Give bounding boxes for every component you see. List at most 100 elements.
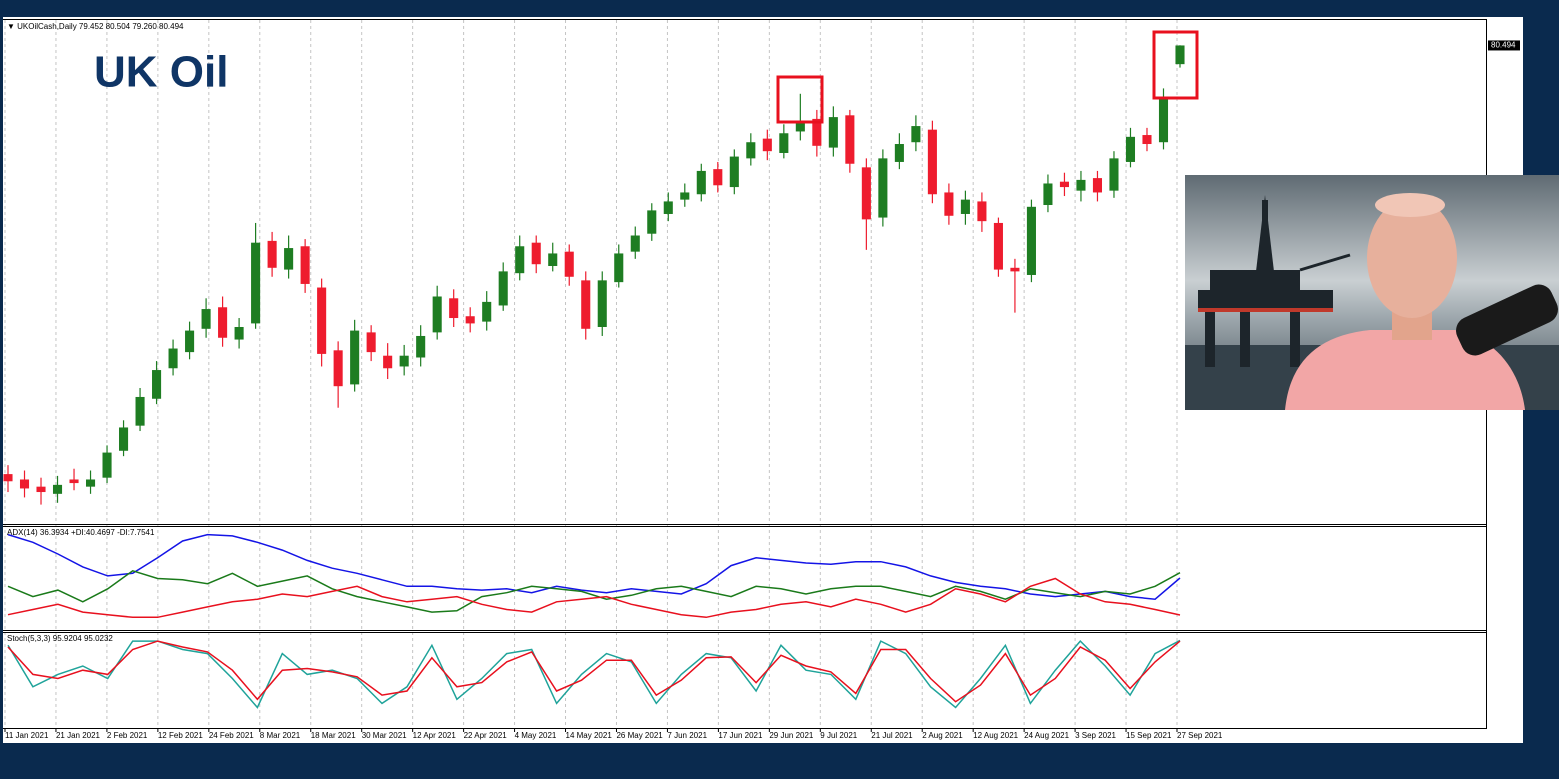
candle-body — [779, 133, 789, 153]
indicator-line — [7, 569, 1181, 613]
candle-body — [102, 452, 112, 478]
person-head — [1367, 198, 1457, 318]
x-tick-label: 29 Jun 2021 — [769, 731, 814, 740]
x-tick-label: 12 Apr 2021 — [413, 731, 457, 740]
price-tag — [1488, 40, 1520, 51]
candle-body — [284, 248, 294, 270]
candle-body — [482, 301, 492, 322]
candle-body — [1175, 45, 1185, 65]
candle-body — [812, 118, 822, 146]
rig-stripe — [1198, 308, 1333, 312]
x-tick-label: 21 Jul 2021 — [871, 731, 913, 740]
candle-body — [845, 115, 855, 164]
candle-body — [366, 332, 376, 353]
candle-body — [1158, 97, 1169, 143]
x-tick-label: 9 Jul 2021 — [820, 731, 857, 740]
candle-body — [218, 307, 228, 338]
oil-rig — [1198, 195, 1351, 367]
candle-body — [746, 142, 756, 159]
candle-body — [185, 330, 195, 353]
candle-body — [729, 156, 739, 188]
candle-body — [1109, 158, 1119, 191]
x-tick-label: 17 Jun 2021 — [718, 731, 763, 740]
candle-body — [85, 479, 96, 487]
candle-body — [1059, 181, 1069, 188]
candle-body — [1142, 135, 1152, 145]
x-tick-label: 11 Jan 2021 — [5, 731, 49, 740]
candle-body — [1076, 179, 1086, 191]
candle-body — [36, 486, 46, 493]
stoch-header: Stoch(5,3,3) 95.9204 95.0232 — [7, 634, 113, 643]
highlight-box — [776, 75, 824, 124]
candle-body — [465, 316, 475, 324]
candle-body — [432, 296, 442, 333]
candle-body — [878, 158, 888, 218]
candle-body — [416, 335, 426, 358]
candle-body — [251, 242, 261, 324]
x-tick-label: 2 Feb 2021 — [107, 731, 148, 740]
x-tick-label: 27 Sep 2021 — [1177, 731, 1223, 740]
candle-body — [52, 484, 63, 494]
x-tick-label: 2 Aug 2021 — [922, 731, 963, 740]
x-tick-label: 4 May 2021 — [515, 731, 557, 740]
candle-body — [119, 427, 129, 451]
x-tick-label: 24 Aug 2021 — [1024, 731, 1069, 740]
x-tick-label: 3 Sep 2021 — [1075, 731, 1116, 740]
indicator-line — [7, 577, 1181, 619]
candle-body — [1125, 136, 1136, 162]
x-tick-label: 21 Jan 2021 — [56, 731, 101, 740]
candle-body — [713, 169, 723, 186]
x-tick-label: 15 Sep 2021 — [1126, 731, 1172, 740]
candle-body — [383, 355, 393, 369]
candle-body — [267, 240, 277, 268]
candle-body — [234, 326, 244, 340]
candle-body — [350, 330, 360, 385]
x-tick-label: 12 Feb 2021 — [158, 731, 203, 740]
candle-body — [300, 246, 310, 284]
candle-body — [927, 129, 937, 195]
x-tick-label: 26 May 2021 — [616, 731, 663, 740]
x-tick-label: 7 Jun 2021 — [667, 731, 707, 740]
highlight-box — [1152, 30, 1199, 100]
candle-body — [630, 235, 640, 252]
candle-body — [1092, 178, 1103, 193]
grid — [4, 20, 1178, 728]
candle-body — [3, 474, 13, 482]
candle-body — [548, 253, 558, 267]
person-hair — [1375, 193, 1445, 217]
adx-header: ADX(14) 36.3934 +DI:40.4697 -DI:7.7541 — [7, 528, 155, 537]
candle-body — [1026, 206, 1036, 275]
plot — [3, 45, 1185, 709]
candle-body — [201, 309, 211, 329]
candle-body — [399, 355, 409, 367]
chart-header: ▼ UKOilCash,Daily 79.452 80.504 79.260 8… — [7, 22, 184, 31]
candle-body — [317, 287, 327, 354]
candle-body — [168, 348, 178, 369]
candle-body — [762, 138, 772, 152]
candle-body — [977, 201, 987, 222]
candle-body — [828, 117, 838, 148]
candle-body — [647, 210, 657, 234]
candle-body — [449, 298, 459, 319]
candle-body — [944, 192, 954, 216]
candle-body — [795, 120, 805, 132]
video-overlay — [1185, 175, 1559, 410]
candle-body — [564, 251, 574, 277]
indicator-line — [7, 639, 1181, 709]
x-tick-label: 8 Mar 2021 — [260, 731, 301, 740]
x-tick-label: 30 Mar 2021 — [362, 731, 407, 740]
candle-body — [531, 242, 541, 265]
indicator-line — [7, 640, 1181, 703]
candle-body — [333, 350, 343, 387]
candle-body — [1010, 267, 1020, 272]
candle-body — [680, 192, 690, 200]
candle-body — [993, 222, 1003, 270]
candle-body — [894, 144, 904, 162]
candle-body — [581, 280, 591, 329]
x-tick-label: 18 Mar 2021 — [311, 731, 356, 740]
indicator-line — [7, 533, 1181, 600]
candle-body — [663, 201, 673, 214]
x-tick-label: 14 May 2021 — [566, 731, 613, 740]
